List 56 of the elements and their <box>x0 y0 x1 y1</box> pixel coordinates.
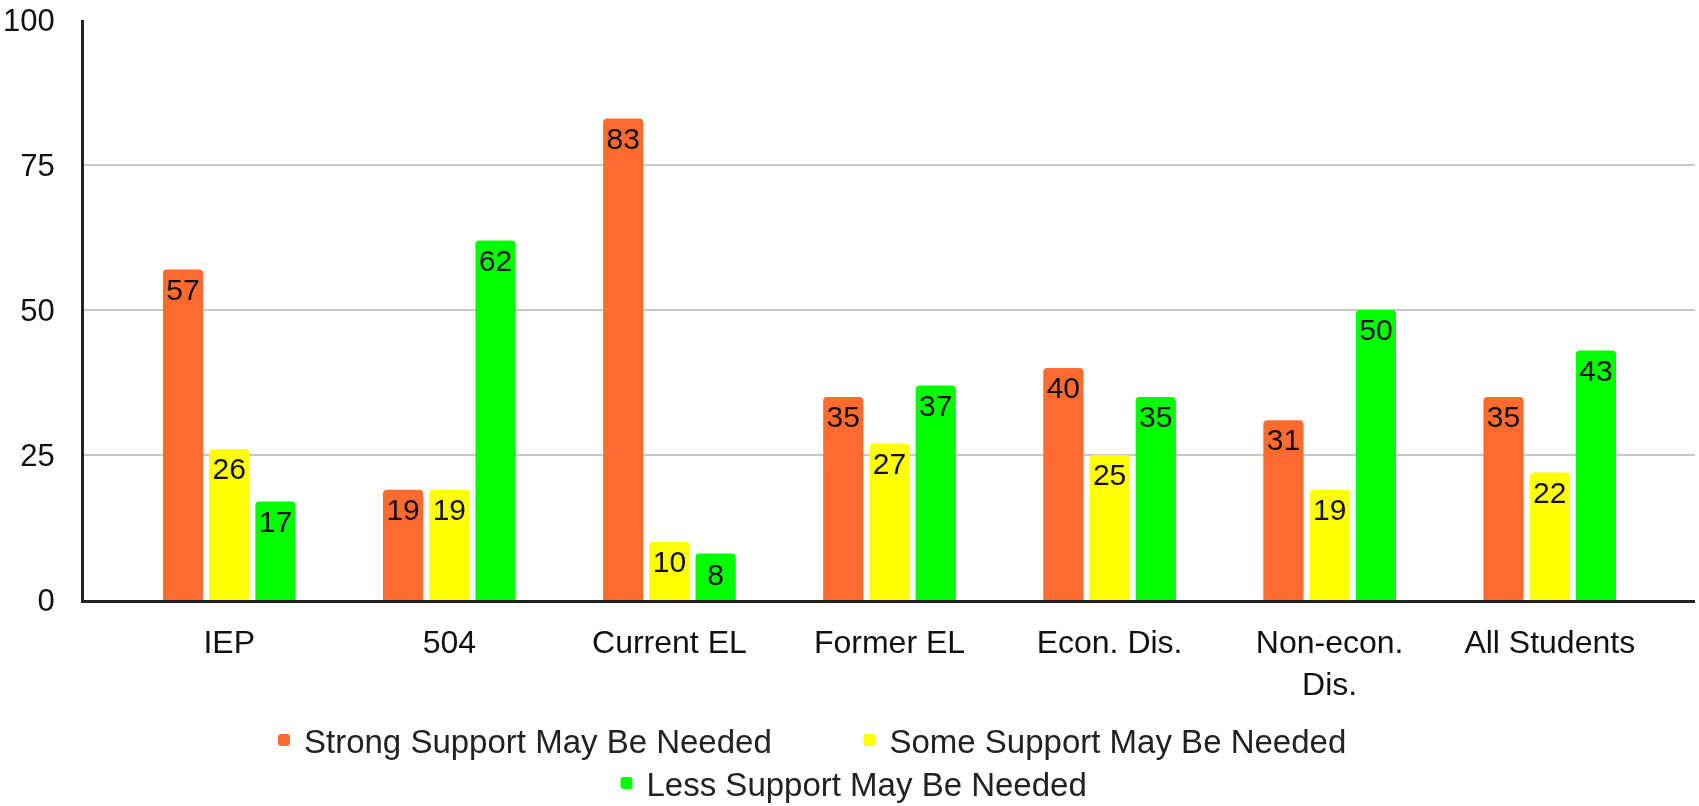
data-label: 31 <box>1266 423 1301 457</box>
data-label: 43 <box>1579 353 1613 387</box>
data-label: 22 <box>1533 475 1567 509</box>
bar <box>429 489 470 600</box>
data-label: 35 <box>1486 400 1521 434</box>
bar <box>1089 455 1130 600</box>
bar <box>1575 350 1617 600</box>
data-label: 19 <box>386 492 420 526</box>
data-label: 35 <box>1139 400 1173 434</box>
x-tick-label: Non-econ. Dis. <box>1255 624 1404 702</box>
data-label: 17 <box>258 504 293 538</box>
y-tick-label: 75 <box>20 147 55 183</box>
x-tick-label: All Students <box>1464 624 1636 661</box>
bar <box>915 385 956 600</box>
bar <box>1483 397 1524 600</box>
bar <box>1135 397 1176 600</box>
data-label: 35 <box>826 400 860 434</box>
x-tick-label: Econ. Dis. <box>1036 624 1183 661</box>
bar <box>1529 472 1570 600</box>
y-tick-label: 0 <box>37 582 55 618</box>
bar <box>162 269 204 600</box>
bar <box>823 397 864 600</box>
bar <box>869 443 910 600</box>
bar <box>255 501 296 600</box>
bar <box>1355 310 1396 600</box>
data-label: 26 <box>212 452 246 486</box>
bar <box>603 118 644 600</box>
bar <box>209 449 250 600</box>
x-tick-label: Current EL <box>592 624 747 661</box>
y-tick-label: 25 <box>20 437 55 473</box>
bar <box>1043 368 1084 600</box>
legend-label: Less Support May Be Needed <box>646 765 1087 803</box>
data-label: 27 <box>872 446 907 480</box>
data-label: 10 <box>652 545 687 579</box>
x-tick-label: Former EL <box>813 624 966 661</box>
data-label: 50 <box>1359 313 1393 347</box>
bar <box>1263 420 1304 600</box>
legend-label: Some Support May Be Needed <box>889 722 1347 760</box>
x-tick-label: IEP <box>203 624 256 661</box>
bar <box>475 240 516 600</box>
data-label: 25 <box>1092 458 1127 492</box>
bar <box>1309 489 1350 600</box>
x-tick-label: 504 <box>422 624 477 661</box>
data-label: 83 <box>606 121 640 155</box>
data-label: 19 <box>432 492 467 526</box>
y-tick-label: 100 <box>3 2 55 38</box>
data-label: 8 <box>707 557 724 591</box>
bar <box>649 542 690 600</box>
data-label: 57 <box>166 272 200 306</box>
data-label: 37 <box>919 388 953 422</box>
data-label: 19 <box>1312 492 1347 526</box>
data-label: 62 <box>478 243 513 277</box>
y-tick-label: 50 <box>20 292 55 328</box>
data-label: 40 <box>1046 371 1081 405</box>
legend-label: Strong Support May Be Needed <box>304 722 772 760</box>
bar <box>383 489 424 600</box>
